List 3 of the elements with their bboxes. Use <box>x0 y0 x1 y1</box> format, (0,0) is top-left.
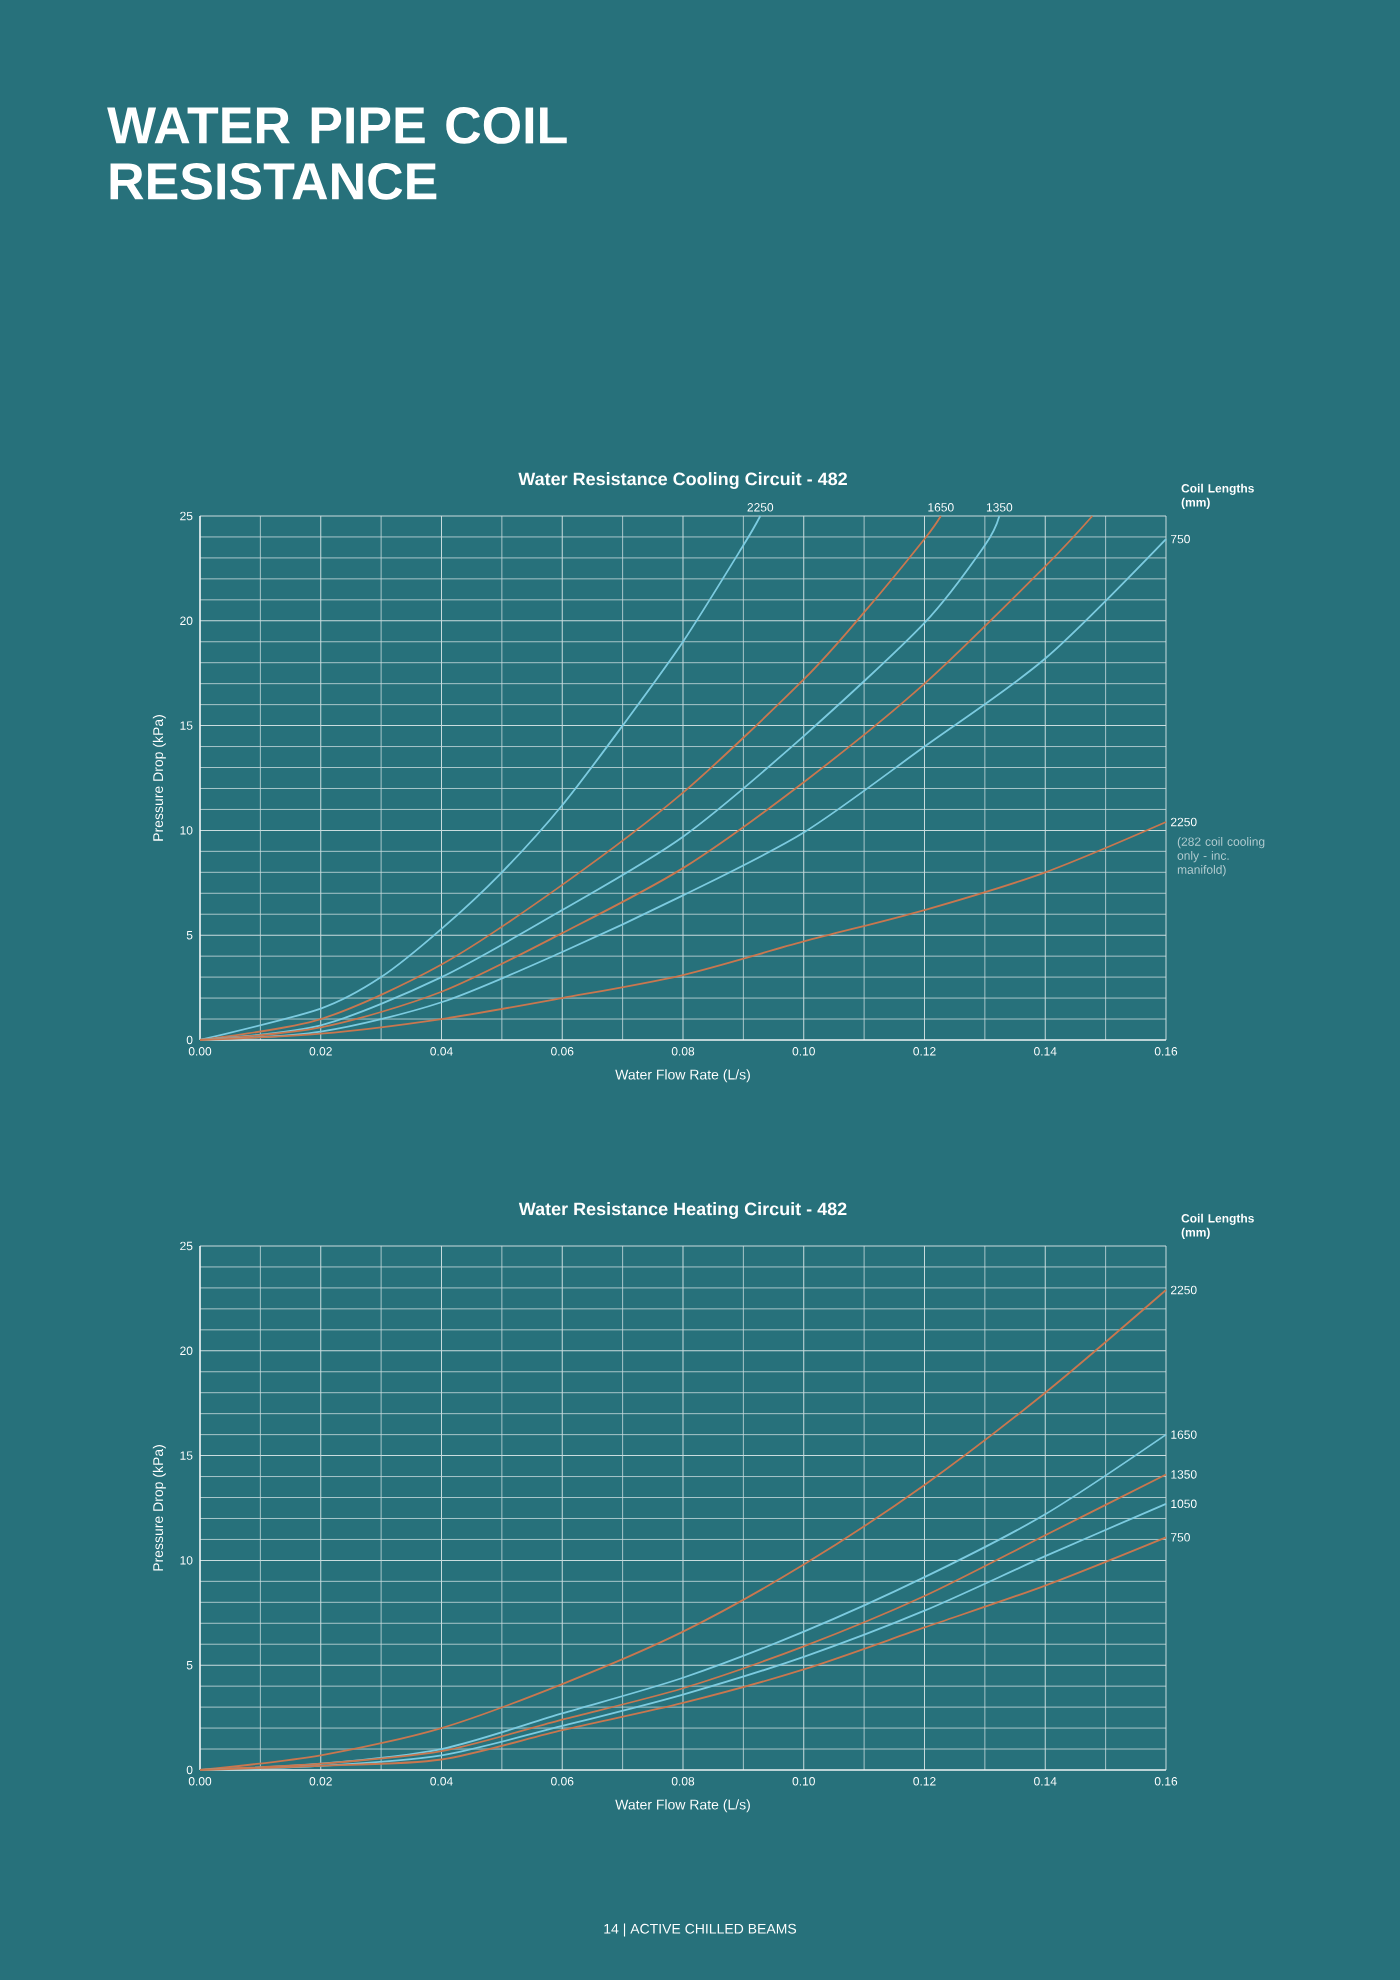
chart-title: Water Resistance Heating Circuit - 482 <box>518 1202 847 1219</box>
chart-title: Water Resistance Cooling Circuit - 482 <box>518 472 847 489</box>
text: WATER PIPE COIL RESISTANCE <box>107 107 567 200</box>
